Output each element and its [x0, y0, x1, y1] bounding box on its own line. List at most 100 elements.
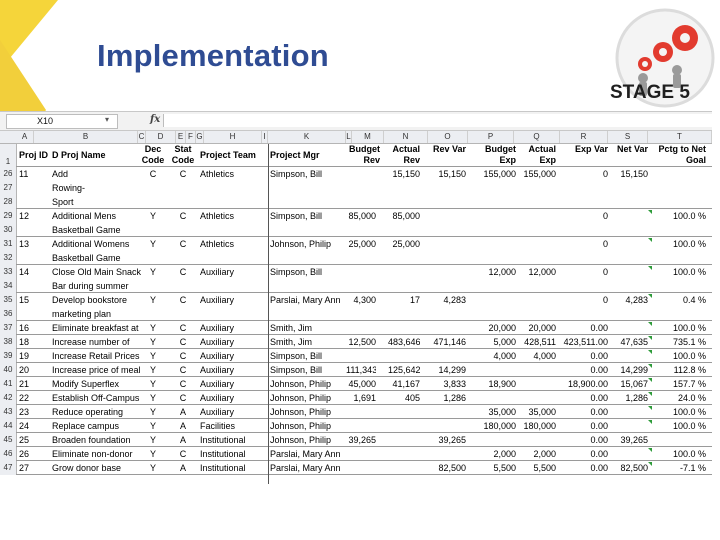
cell[interactable]: Y — [149, 211, 156, 221]
cell[interactable]: Johnson, Philip — [270, 435, 332, 445]
cell[interactable] — [426, 419, 466, 433]
column-header-s[interactable]: S — [608, 131, 648, 143]
cell[interactable] — [140, 195, 166, 209]
table-row[interactable]: 46 26 Eliminate non-donor Y C Institutional Pa… — [0, 447, 712, 461]
cell[interactable]: C — [179, 337, 187, 347]
column-title[interactable]: Rev Var — [432, 144, 466, 154]
cell[interactable]: A — [179, 463, 186, 473]
cell[interactable] — [426, 223, 466, 237]
cell[interactable]: 483,646 — [388, 337, 420, 347]
column-header-k[interactable]: K — [268, 131, 346, 143]
cell[interactable]: 157.7 % — [672, 379, 706, 389]
cell[interactable] — [200, 195, 266, 209]
column-title[interactable]: Dec Code — [141, 144, 165, 165]
cell[interactable] — [604, 209, 648, 223]
cell[interactable] — [346, 279, 376, 293]
cell[interactable]: Basketball Game — [52, 253, 121, 263]
cell[interactable]: 0.00 — [590, 463, 608, 473]
cell[interactable] — [346, 447, 376, 461]
cell[interactable]: Y — [149, 351, 156, 361]
row-number[interactable]: 35 — [0, 293, 17, 307]
cell[interactable]: Johnson, Philip — [270, 421, 332, 431]
cell[interactable]: 405 — [404, 393, 420, 403]
table-row[interactable]: 38 18 Increase number of Y C Auxiliary Smith, … — [0, 335, 712, 349]
column-title[interactable]: Project Mgr — [270, 150, 320, 160]
cell[interactable] — [270, 307, 346, 321]
cell[interactable]: 0.00 — [590, 421, 608, 431]
cell[interactable]: 11 — [19, 169, 29, 179]
table-row[interactable]: 33 14 Close Old Main Snack Y C Auxiliary Simps… — [0, 265, 712, 279]
column-header-m[interactable]: M — [352, 131, 384, 143]
cell[interactable]: Auxiliary — [200, 337, 235, 347]
column-title[interactable]: Project Team — [200, 150, 256, 160]
column-header-f[interactable]: F — [186, 131, 196, 143]
cell[interactable]: 155,000 — [523, 169, 556, 179]
error-indicator-icon[interactable] — [648, 420, 652, 424]
cell[interactable]: Auxiliary — [200, 267, 235, 277]
table-row[interactable]: 43 23 Reduce operating Y A Auxiliary Johnson, … — [0, 405, 712, 419]
cell[interactable]: 18,900.00 — [567, 379, 608, 389]
cell[interactable] — [426, 307, 466, 321]
cell[interactable]: Eliminate non-donor — [52, 449, 133, 459]
cell[interactable]: Auxiliary — [200, 379, 235, 389]
cell[interactable] — [426, 405, 466, 419]
cell[interactable] — [200, 307, 266, 321]
cell[interactable] — [170, 195, 196, 209]
cell[interactable] — [470, 279, 516, 293]
cell[interactable] — [604, 321, 648, 335]
cell[interactable]: Modify Superflex — [52, 379, 120, 389]
cell[interactable] — [470, 363, 516, 377]
cell[interactable]: Increase Retail Prices — [52, 351, 140, 361]
cell[interactable]: 18 — [19, 337, 30, 347]
column-header-g[interactable]: G — [196, 131, 204, 143]
cell[interactable]: Basketball Game — [52, 225, 121, 235]
cell[interactable] — [518, 237, 556, 251]
cell[interactable] — [426, 321, 466, 335]
table-row[interactable]: 26 11 Add C C Athletics Simpson, Bill 15,150 15,… — [0, 167, 712, 181]
cell[interactable]: C — [149, 169, 157, 179]
cell[interactable] — [19, 181, 49, 195]
cell[interactable]: 39,265 — [348, 435, 376, 445]
cell[interactable]: Increase price of meal — [52, 365, 141, 375]
cell[interactable]: 0.00 — [590, 365, 608, 375]
cell[interactable]: 112.8 % — [673, 365, 706, 375]
row-number[interactable]: 29 — [0, 209, 17, 223]
cell[interactable] — [604, 405, 648, 419]
cell[interactable] — [470, 195, 516, 209]
cell[interactable]: Simpson, Bill — [270, 169, 323, 179]
cell[interactable]: C — [179, 211, 187, 221]
error-indicator-icon[interactable] — [648, 350, 652, 354]
column-header-t[interactable]: T — [648, 131, 712, 143]
cell[interactable] — [270, 195, 346, 209]
column-title[interactable]: D Proj Name — [52, 150, 106, 160]
cell[interactable] — [270, 279, 346, 293]
cell[interactable]: Auxiliary — [200, 407, 235, 417]
cell[interactable]: 24 — [19, 421, 30, 431]
cell[interactable]: 26 — [19, 449, 30, 459]
row-number[interactable]: 27 — [0, 181, 17, 195]
table-row[interactable]: 30 Basketball Game — [0, 223, 712, 237]
cell[interactable] — [650, 181, 706, 195]
cell[interactable] — [388, 447, 420, 461]
cell[interactable] — [470, 391, 516, 405]
cell[interactable]: 13 — [19, 239, 30, 249]
table-row[interactable]: 29 12 Additional Mens Y C Athletics Simpson, B… — [0, 209, 712, 223]
cell[interactable]: C — [179, 365, 187, 375]
cell[interactable]: 100.0 % — [672, 239, 706, 249]
cell[interactable] — [518, 307, 556, 321]
cell[interactable]: 100.0 % — [672, 421, 706, 431]
cell[interactable]: Increase number of — [52, 337, 130, 347]
cell[interactable]: 12,000 — [528, 267, 556, 277]
cell[interactable]: 111,343 — [346, 365, 376, 375]
cell[interactable]: Y — [149, 379, 156, 389]
error-indicator-icon[interactable] — [648, 448, 652, 452]
cell[interactable] — [604, 419, 648, 433]
cell[interactable]: 17 — [409, 295, 420, 305]
cell[interactable]: 85,000 — [348, 211, 376, 221]
table-row[interactable]: 34 Bar during summer — [0, 279, 712, 293]
cell[interactable]: 20,000 — [488, 323, 516, 333]
cell[interactable] — [558, 279, 608, 293]
table-row[interactable]: 37 16 Eliminate breakfast at Y C Auxiliary Smi… — [0, 321, 712, 335]
error-indicator-icon[interactable] — [648, 364, 652, 368]
cell[interactable] — [19, 251, 49, 265]
